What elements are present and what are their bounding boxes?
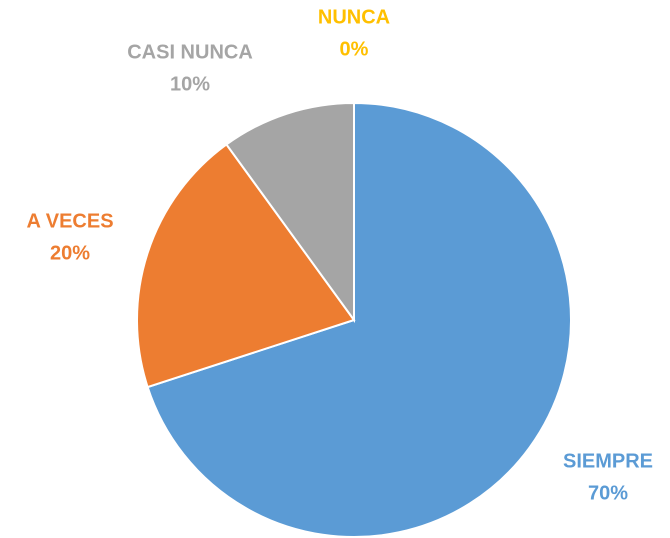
slice-value-label: 10% <box>170 73 210 95</box>
pie-slice <box>146 101 572 538</box>
slice-value-label: 70% <box>588 482 628 504</box>
slice-value-label: 20% <box>50 242 90 264</box>
pie-slice <box>225 101 355 324</box>
slice-value-label: 0% <box>340 38 369 60</box>
slice-category-label: A VECES <box>26 210 113 232</box>
slice-category-label: NUNCA <box>318 6 390 28</box>
slice-category-label: CASI NUNCA <box>127 41 253 63</box>
pie-slice <box>136 143 356 389</box>
slice-category-label: SIEMPRE <box>563 450 653 472</box>
